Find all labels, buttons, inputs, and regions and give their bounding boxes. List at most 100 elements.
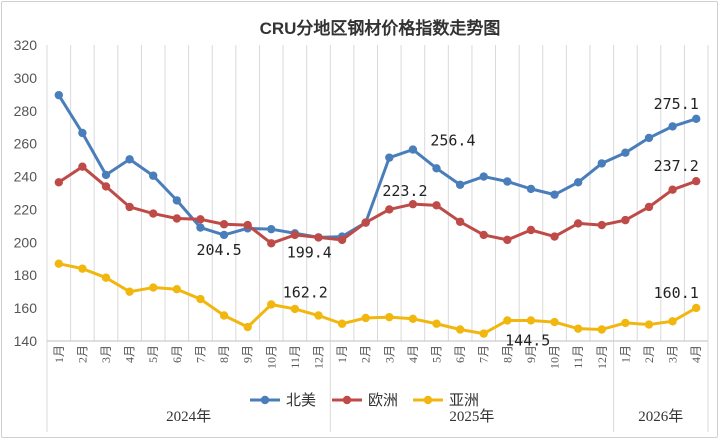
y-tick-label: 320: [14, 37, 38, 53]
x-tick-label: 8月: [217, 345, 231, 363]
legend-label: 亚洲: [449, 392, 479, 409]
series-point-0: [503, 177, 512, 186]
x-tick-label: 2月: [359, 345, 373, 363]
series-point-0: [573, 178, 583, 187]
series-point-0: [526, 184, 536, 194]
x-tick-label: 1月: [618, 345, 632, 363]
series-point-2: [243, 322, 252, 332]
series-point-2: [125, 287, 134, 296]
series-point-1: [54, 178, 64, 187]
x-tick-label: 3月: [99, 345, 113, 363]
series-point-0: [196, 223, 205, 232]
y-tick-label: 260: [14, 136, 38, 152]
year-group-label: 2025年: [449, 408, 494, 425]
series-point-1: [526, 225, 536, 235]
x-tick-label: 3月: [382, 345, 396, 363]
series-point-0: [668, 122, 677, 131]
y-tick-label: 220: [14, 201, 38, 217]
x-tick-label: 10月: [548, 345, 562, 369]
series-point-2: [644, 320, 654, 329]
x-tick-label: 4月: [406, 345, 420, 363]
y-tick-label: 140: [14, 333, 38, 349]
data-labels: 204.5 199.4 256.4 223.2 162.2 144.5 275.1 237.2…: [196, 95, 698, 350]
series-point-0: [479, 172, 488, 181]
series-point-2: [385, 312, 394, 322]
series-point-2: [337, 319, 347, 328]
series-point-1: [172, 214, 182, 223]
series-point-2: [621, 318, 630, 328]
x-tick-label: 2月: [642, 345, 656, 363]
series-point-2: [219, 311, 229, 320]
x-tick-label: 7月: [193, 345, 207, 363]
series-point-1: [668, 185, 677, 194]
series-line-1: [57, 165, 697, 245]
series-point-1: [385, 205, 394, 214]
x-tick-label: 6月: [170, 345, 184, 363]
data-label: 275.1: [654, 95, 699, 113]
legend-marker: [342, 395, 352, 405]
series-point-2: [196, 294, 205, 304]
series-point-2: [314, 311, 323, 320]
x-tick-label: 9月: [241, 345, 255, 363]
series-point-0: [691, 114, 701, 124]
series-point-0: [621, 148, 630, 157]
x-axis: 1月 2月 3月 4月 5月 6月 7月 8月 9月 10月 11月 12月 1月 2月 3月 4月 5月 6月 7…: [46, 340, 709, 432]
series-point-1: [290, 230, 300, 240]
series-point-2: [573, 324, 583, 333]
series-point-1: [267, 239, 276, 248]
series-point-2: [691, 303, 701, 313]
data-label: 160.1: [654, 284, 699, 302]
x-tick-label: 1月: [52, 345, 66, 363]
series-point-1: [361, 218, 370, 227]
data-label: 237.2: [654, 157, 699, 175]
series-point-1: [644, 202, 654, 212]
legend-label: 北美: [286, 392, 316, 409]
data-label: 223.2: [382, 182, 427, 200]
series-point-2: [361, 313, 370, 323]
series-point-1: [125, 202, 134, 212]
x-tick-label: 1月: [335, 345, 349, 363]
series-point-2: [597, 325, 606, 334]
x-tick-label: 11月: [571, 345, 585, 369]
x-tick-label: 3月: [666, 345, 680, 363]
series-point-2: [54, 259, 64, 268]
series-group: [54, 90, 701, 338]
year-group-label: 2026年: [638, 408, 683, 425]
series-point-2: [149, 283, 158, 292]
series-point-0: [219, 230, 229, 240]
series-point-1: [573, 219, 583, 228]
legend: 北美 欧洲 亚洲: [250, 392, 479, 409]
y-tick-label: 300: [14, 70, 38, 86]
x-tick-label: 5月: [430, 345, 444, 363]
x-tick-label: 5月: [146, 345, 160, 363]
series-point-1: [408, 199, 418, 209]
series-point-2: [668, 317, 677, 326]
series-point-1: [621, 215, 630, 225]
y-tick-label: 200: [14, 234, 38, 250]
series-point-0: [550, 190, 559, 199]
series-point-0: [267, 224, 276, 234]
data-label: 162.2: [283, 283, 328, 301]
series-point-2: [290, 304, 300, 314]
series-point-2: [78, 264, 87, 273]
chart-title: CRU分地区钢材价格指数走势图: [260, 18, 501, 38]
series-point-1: [196, 215, 205, 224]
series-point-0: [172, 196, 182, 205]
series-point-2: [432, 319, 441, 328]
series-point-2: [455, 325, 465, 334]
series-point-1: [479, 230, 488, 240]
series-point-1: [455, 217, 465, 226]
x-tick-label: 9月: [524, 345, 538, 363]
series-point-1: [243, 220, 252, 230]
x-tick-label: 4月: [689, 345, 703, 363]
x-tick-label: 8月: [500, 345, 514, 363]
series-point-1: [219, 220, 229, 229]
y-tick-label: 180: [14, 267, 38, 283]
series-point-2: [503, 316, 512, 325]
series-point-0: [101, 170, 111, 180]
x-tick-label: 11月: [288, 345, 302, 369]
data-label: 204.5: [196, 241, 241, 259]
series-point-1: [550, 232, 559, 241]
